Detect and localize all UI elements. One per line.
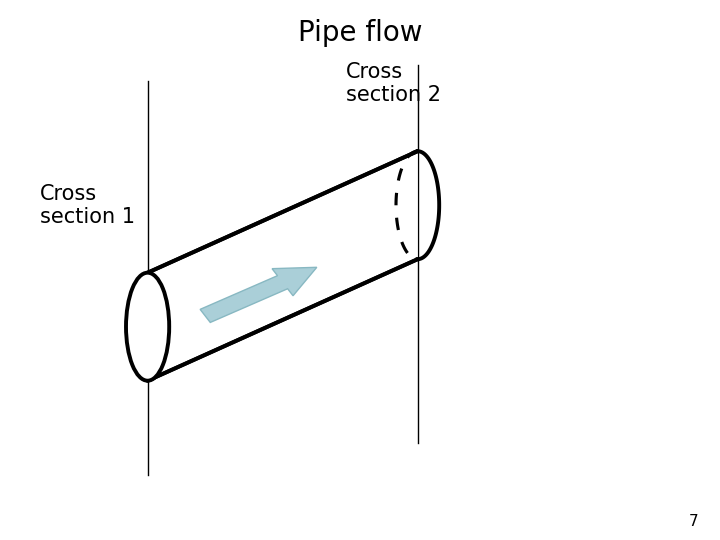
Text: Cross
section 1: Cross section 1 [40,184,135,227]
FancyArrow shape [200,267,317,322]
Polygon shape [148,151,418,381]
Text: 7: 7 [689,514,698,529]
Text: Pipe flow: Pipe flow [298,19,422,47]
Ellipse shape [126,273,169,381]
Text: Cross
section 2: Cross section 2 [346,62,441,105]
